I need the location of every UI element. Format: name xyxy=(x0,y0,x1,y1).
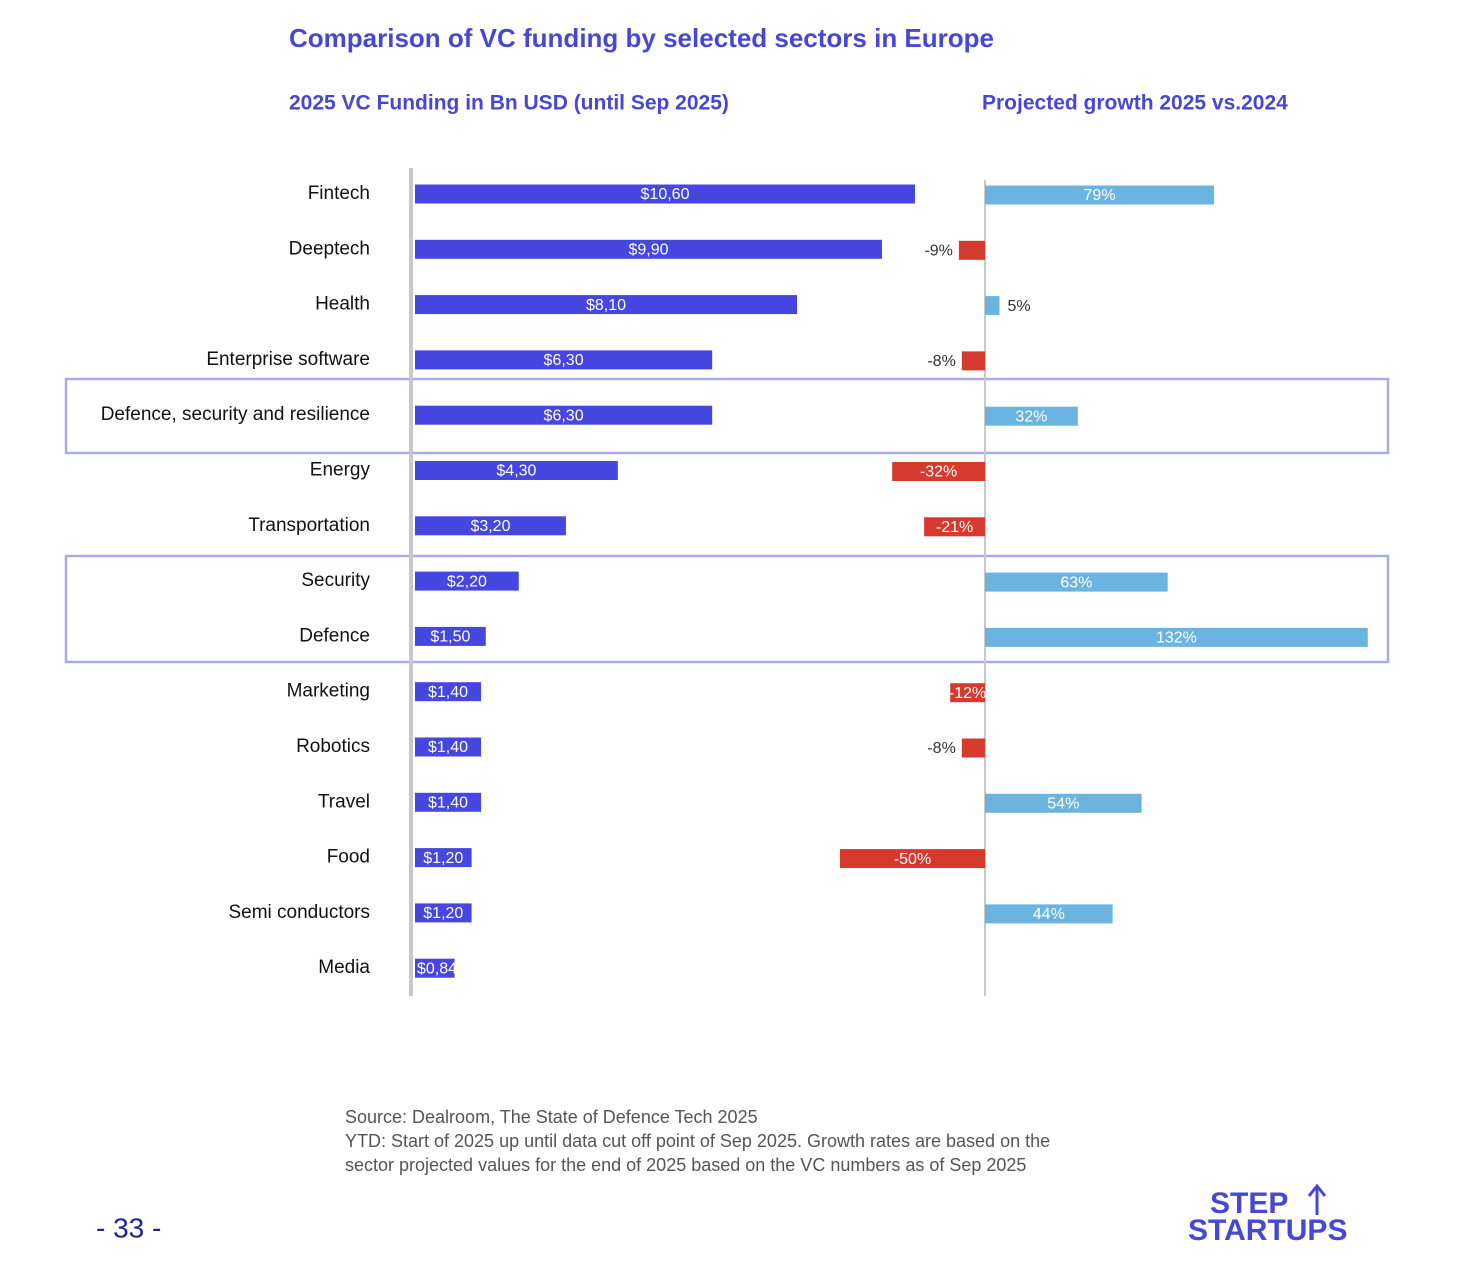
bar xyxy=(985,904,1113,924)
value-label: 32% xyxy=(1015,408,1047,425)
category-label: Health xyxy=(315,294,370,315)
category-label: Defence xyxy=(299,625,370,646)
category-label: Fintech xyxy=(308,183,370,204)
bar xyxy=(958,240,985,260)
category-label: Energy xyxy=(310,460,371,481)
value-label: -12% xyxy=(949,685,986,702)
bar xyxy=(415,350,713,370)
category-label: Deeptech xyxy=(289,238,370,259)
footnote: sector projected values for the end of 2… xyxy=(345,1155,1026,1175)
marks: Fintech Deeptech Health Enterprise software… xyxy=(101,183,1368,978)
bar xyxy=(892,462,985,481)
category-label: Media xyxy=(318,957,370,978)
logo: STARTUPS xyxy=(1188,1214,1347,1247)
value-label: -21% xyxy=(936,519,973,536)
bar xyxy=(415,792,482,812)
value-label: $1,40 xyxy=(428,739,468,756)
chart-title: Comparison of VC funding by selected sec… xyxy=(289,23,994,53)
panel-title: Projected growth 2025 vs.2024 xyxy=(982,92,1288,115)
bar xyxy=(985,793,1142,813)
bar xyxy=(415,295,798,315)
bar xyxy=(415,737,482,757)
bar xyxy=(961,738,985,758)
value-label: $8,10 xyxy=(586,297,626,314)
value-label: $10,60 xyxy=(641,186,690,203)
page-number: - 33 - xyxy=(96,1212,161,1243)
bar xyxy=(415,405,713,425)
bar xyxy=(415,626,486,646)
value-label: $1,40 xyxy=(428,684,468,701)
value-label: 5% xyxy=(1008,298,1031,315)
value-label: 79% xyxy=(1084,187,1116,204)
value-label: 44% xyxy=(1033,906,1065,923)
bar xyxy=(924,517,985,537)
bar xyxy=(415,516,566,536)
highlight-box xyxy=(64,377,1390,455)
panel-title: 2025 VC Funding in Bn USD (until Sep 202… xyxy=(289,92,729,115)
value-label: -9% xyxy=(924,243,952,260)
category-label: Semi conductors xyxy=(228,902,370,923)
value-label: -8% xyxy=(927,740,955,757)
category-label: Travel xyxy=(318,791,370,812)
bar xyxy=(415,903,472,923)
value-label: $6,30 xyxy=(544,352,584,369)
footnote: YTD: Start of 2025 up until data cut off… xyxy=(345,1131,1050,1151)
category-label: Robotics xyxy=(296,736,370,757)
value-label: $6,30 xyxy=(544,407,584,424)
value-label: $1,40 xyxy=(428,795,468,812)
bar xyxy=(950,683,985,703)
bar xyxy=(415,461,618,480)
value-label: 54% xyxy=(1047,796,1079,813)
value-label: -32% xyxy=(920,464,957,481)
value-label: $0,84 xyxy=(417,960,457,977)
bar xyxy=(985,296,1000,316)
value-label: $1,50 xyxy=(430,629,470,646)
value-label: -50% xyxy=(894,851,931,868)
value-label: $2,20 xyxy=(447,573,487,590)
bar xyxy=(415,571,519,591)
value-label: $9,90 xyxy=(628,242,668,259)
bar xyxy=(415,184,915,204)
logo-arrow xyxy=(1307,1183,1327,1197)
category-label: Enterprise software xyxy=(206,349,370,370)
value-label: $1,20 xyxy=(423,905,463,922)
bar xyxy=(985,185,1215,205)
value-label: $1,20 xyxy=(423,850,463,867)
bar xyxy=(415,958,455,978)
bar xyxy=(415,239,882,259)
bar xyxy=(985,627,1368,647)
category-label: Security xyxy=(301,570,370,591)
category-label: Marketing xyxy=(287,681,370,702)
category-label: Transportation xyxy=(248,515,370,536)
footnote: Source: Dealroom, The State of Defence T… xyxy=(345,1107,758,1127)
value-label: 63% xyxy=(1060,574,1092,591)
bar xyxy=(985,406,1078,426)
bar xyxy=(961,351,985,371)
value-label: $4,30 xyxy=(496,463,536,480)
bar xyxy=(840,849,985,869)
highlight-box xyxy=(64,554,1390,664)
bar xyxy=(415,682,482,702)
logo: STEP xyxy=(1210,1187,1288,1220)
bar xyxy=(985,572,1168,592)
value-label: 132% xyxy=(1156,630,1197,647)
value-label: -8% xyxy=(927,353,955,370)
category-label: Defence, security and resilience xyxy=(101,404,370,425)
value-label: $3,20 xyxy=(470,518,510,535)
bar xyxy=(415,848,472,868)
category-label: Food xyxy=(327,847,370,868)
